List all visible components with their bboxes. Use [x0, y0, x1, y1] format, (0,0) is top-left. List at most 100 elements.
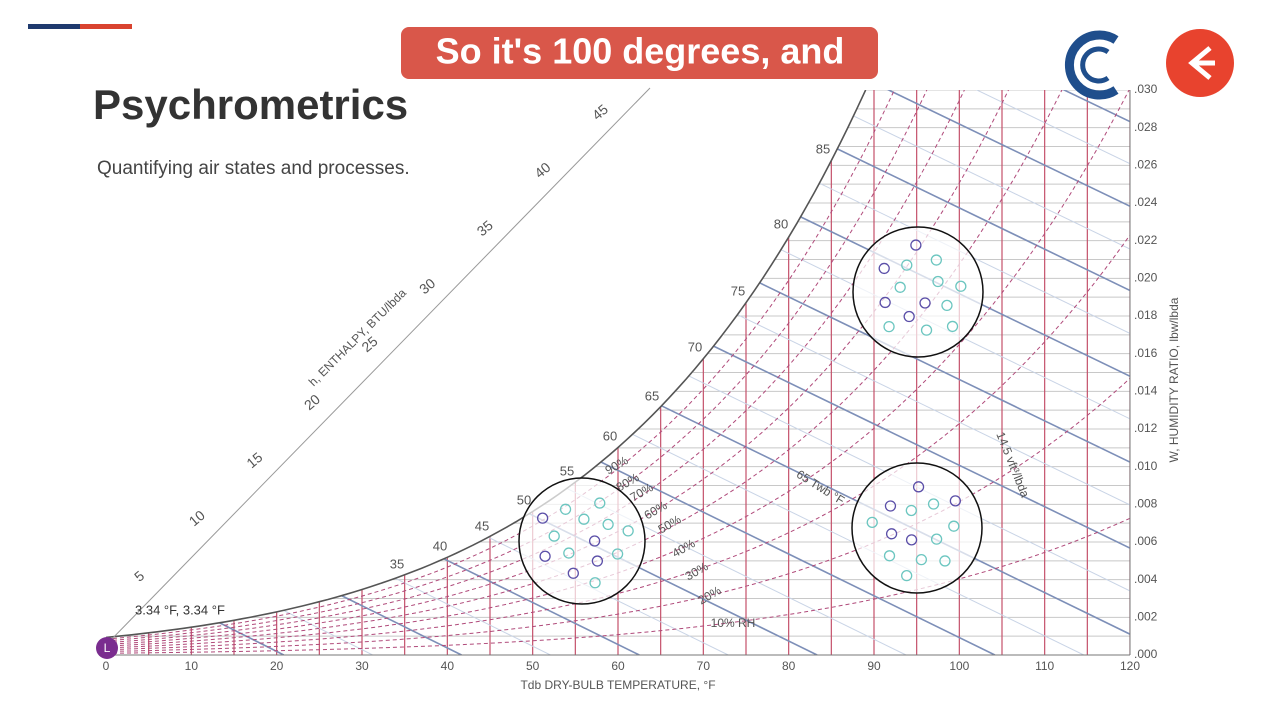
enthalpy-line — [395, 577, 551, 655]
annotation-dot — [563, 547, 575, 559]
enthalpy-scale — [105, 87, 651, 646]
enthalpy-line — [737, 314, 1130, 506]
annotation-dot — [622, 525, 634, 537]
rh-curve — [106, 377, 1130, 652]
annotation-dot — [567, 567, 579, 579]
slide-title: Psychrometrics — [93, 81, 408, 128]
annotation-dot — [611, 548, 624, 560]
x-tick-label: 90 — [867, 659, 881, 673]
annotation-dot — [912, 481, 925, 493]
volume-title: 14.5 vft³/lbda — [993, 430, 1032, 500]
enthalpy-line — [819, 182, 1130, 334]
annotation-dot — [883, 550, 896, 562]
accent-bar — [80, 24, 132, 29]
annotation-dot — [901, 259, 913, 271]
annotation-circle — [518, 477, 646, 605]
annotation-dot — [932, 275, 944, 288]
annotation-dot — [946, 320, 959, 333]
y-tick-label: .022 — [1134, 233, 1158, 247]
annotation-dot — [589, 577, 601, 589]
rh-curve — [106, 517, 1130, 654]
accent-bar — [28, 24, 80, 29]
enthalpy-line — [836, 148, 1130, 292]
enthalpy-line — [283, 609, 373, 655]
annotation-dot — [559, 503, 572, 515]
y-tick-label: .026 — [1134, 158, 1158, 172]
annotation-dot — [905, 504, 917, 517]
x-tick-label: 120 — [1120, 659, 1140, 673]
logo — [1064, 30, 1119, 100]
x-tick-label: 40 — [441, 659, 455, 673]
marker — [96, 637, 118, 659]
enthalpy-line — [219, 622, 285, 655]
annotation-dot — [941, 299, 953, 312]
annotation-dot — [905, 534, 918, 546]
enthalpy-label: 20 — [301, 391, 323, 413]
wet-bulb-label: 35 — [390, 556, 404, 571]
annotation-dot — [539, 550, 551, 562]
wet-bulb-label: 65 — [645, 388, 659, 403]
enthalpy-line — [886, 90, 1130, 208]
x-tick-label: 100 — [949, 659, 969, 673]
annotation-dot — [591, 555, 604, 567]
x-tick-label: 30 — [355, 659, 369, 673]
x-tick-label: 0 — [103, 659, 110, 673]
y-tick-label: .016 — [1134, 346, 1158, 360]
x-axis-title: Tdb DRY-BULB TEMPERATURE, °F — [520, 678, 715, 692]
enthalpy-title: h, ENTHALPY, BTU/lbda — [306, 286, 409, 389]
app-icon-glyph — [1188, 46, 1215, 80]
enthalpy-label: 30 — [416, 275, 438, 297]
enthalpy-label: 15 — [243, 449, 265, 471]
annotation-dot — [930, 254, 943, 266]
marker-label: L — [104, 641, 111, 655]
slide-subtitle: Quantifying air states and processes. — [97, 158, 410, 179]
annotation-dot — [866, 516, 878, 528]
rh-curve — [106, 234, 1130, 651]
y-tick-label: .000 — [1134, 647, 1158, 661]
annotation-dot — [548, 530, 560, 542]
annotation-dot — [948, 520, 960, 532]
y-tick-label: .030 — [1134, 82, 1158, 96]
annotation-dot — [949, 495, 961, 507]
annotation-dot — [901, 569, 913, 582]
x-tick-label: 10 — [185, 659, 199, 673]
annotation-dot — [894, 281, 906, 293]
annotation-dot — [903, 310, 915, 323]
annotation-dot — [919, 297, 931, 309]
enthalpy-line — [600, 461, 996, 655]
annotation-circle — [852, 226, 984, 358]
enthalpy-line — [341, 594, 462, 655]
wet-bulb-label: 70 — [688, 339, 702, 354]
annotation-dot — [884, 500, 897, 512]
x-tick-label: 80 — [782, 659, 796, 673]
y-tick-label: .010 — [1134, 459, 1158, 473]
y-tick-label: .018 — [1134, 308, 1158, 322]
enthalpy-label: 5 — [131, 567, 147, 584]
y-tick-label: .020 — [1134, 271, 1158, 285]
rh-curve — [106, 90, 895, 640]
y-tick-label: .014 — [1134, 384, 1158, 398]
y-tick-label: .006 — [1134, 534, 1158, 548]
point-label: 3.34 °F, 3.34 °F — [135, 602, 225, 617]
caption-box — [401, 27, 878, 79]
x-tick-label: 110 — [1035, 659, 1054, 673]
rh-label: 40% — [670, 536, 698, 560]
annotation-dot — [883, 320, 895, 333]
wet-bulb-label: 85 — [816, 141, 830, 156]
annotation-dot — [885, 528, 898, 540]
enthalpy-label: 45 — [589, 101, 611, 123]
caption: So it's 100 degrees, and — [436, 31, 845, 72]
enthalpy-label: 40 — [531, 159, 553, 181]
y-tick-label: .008 — [1134, 497, 1158, 511]
x-tick-label: 60 — [611, 659, 625, 673]
y-axis-title: W, HUMIDITY RATIO, lbw/lbda — [1167, 297, 1181, 462]
y-tick-label: .002 — [1134, 610, 1158, 624]
annotation-dot — [594, 497, 606, 509]
wet-bulb-label: 75 — [731, 283, 745, 298]
wet-bulb-label: 50 — [517, 492, 531, 507]
wet-bulb-label: 60 — [603, 428, 617, 443]
y-tick-label: .024 — [1134, 195, 1158, 209]
enthalpy-line — [713, 345, 1130, 549]
enthalpy-label: 35 — [474, 217, 496, 239]
